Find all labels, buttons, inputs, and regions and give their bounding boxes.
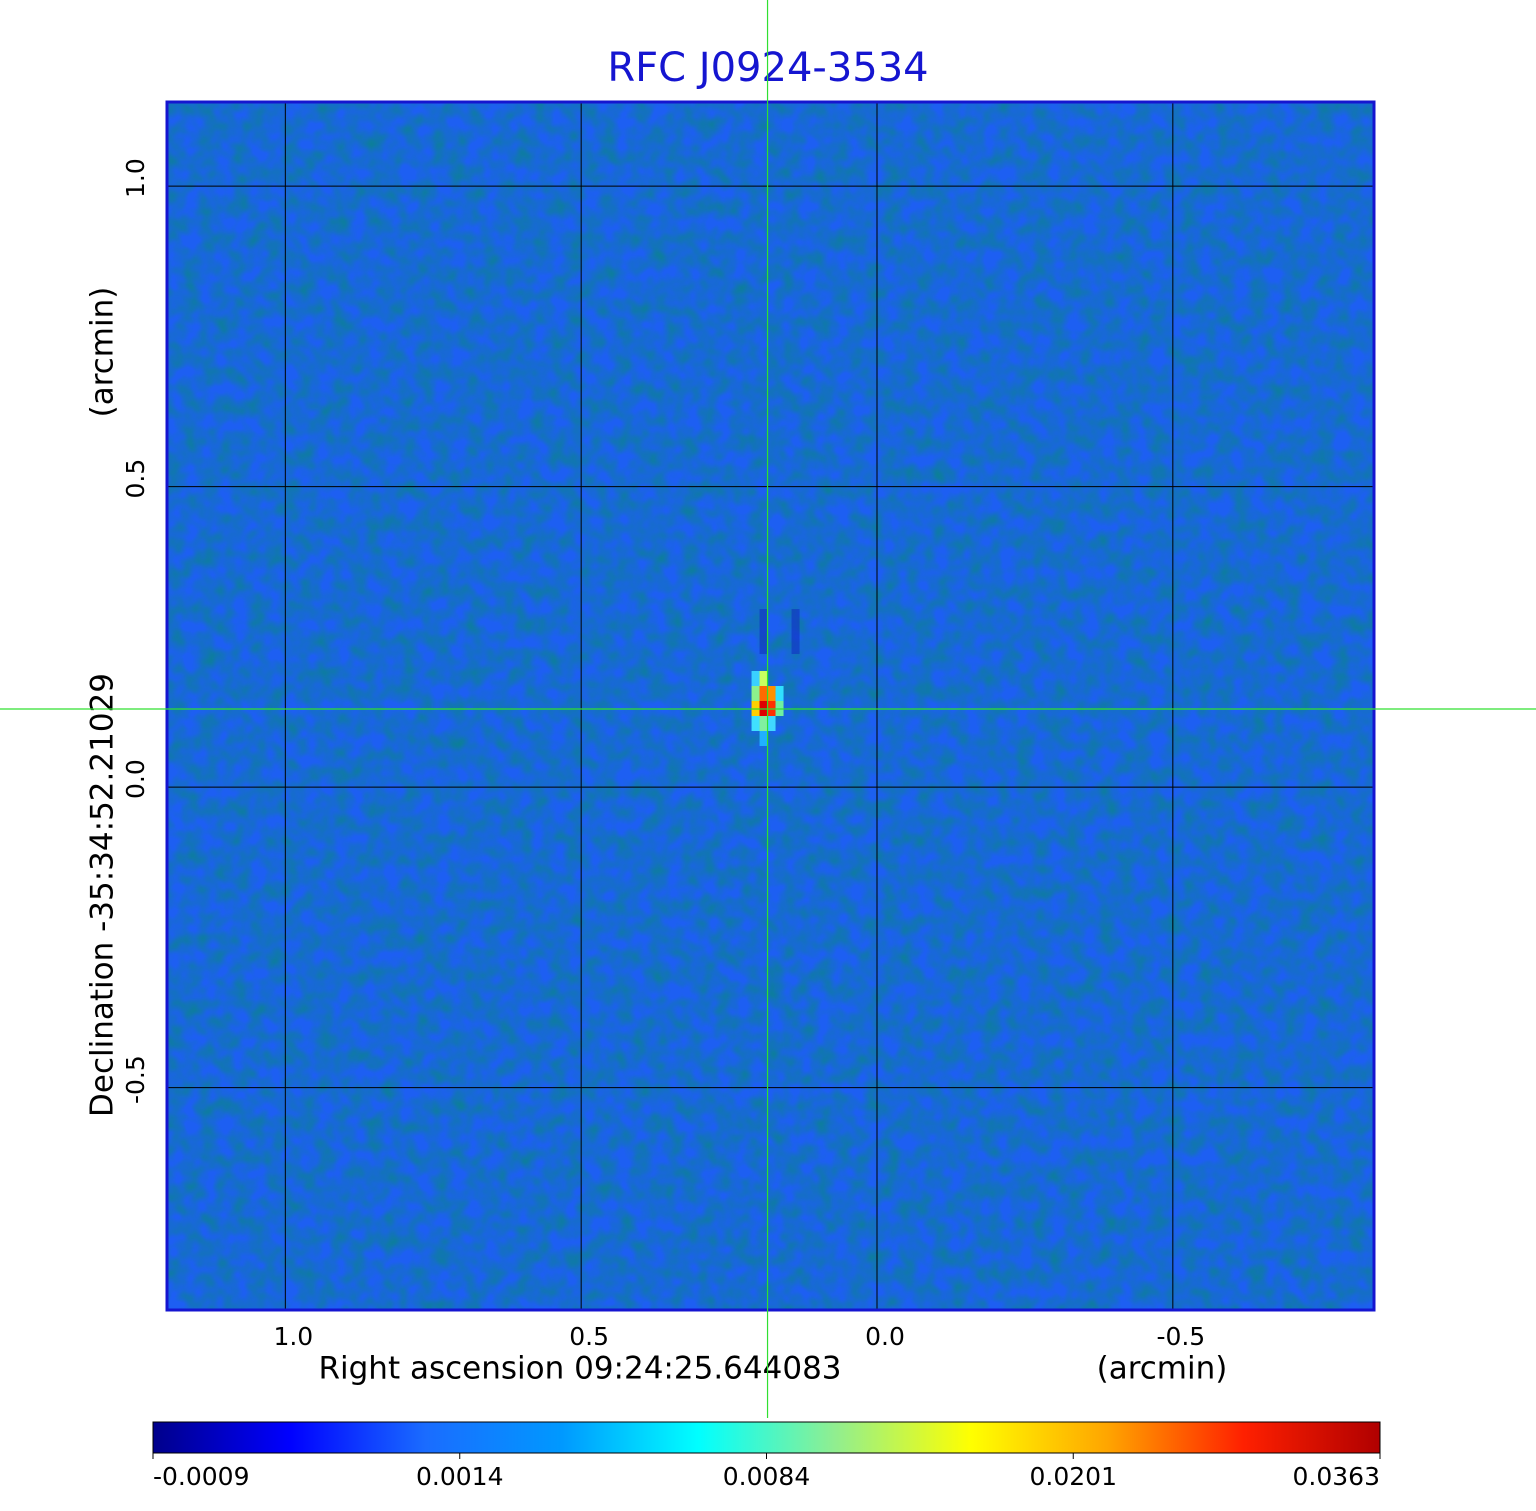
y-tick-label: 1.0	[121, 158, 150, 198]
y-axis-label: Declination -35:34:52.21029	[85, 673, 121, 1117]
x-tick-label: 0.0	[865, 1322, 905, 1351]
source-pixel	[767, 716, 776, 732]
source-pixel	[759, 731, 768, 747]
colorbar-tick-label: -0.0009	[153, 1462, 250, 1491]
y-tick-label: -0.5	[121, 1055, 150, 1104]
colorbar-tick-label: 0.0014	[416, 1462, 503, 1491]
source-pixel	[759, 686, 768, 702]
y-axis-unit: (arcmin)	[85, 287, 121, 418]
source-pixel	[751, 716, 760, 732]
x-axis-label: Right ascension 09:24:25.644083	[318, 1351, 841, 1387]
source-pixel	[767, 686, 776, 702]
y-tick-label: 0.5	[121, 459, 150, 499]
source-pixel	[751, 686, 760, 702]
x-axis-unit: (arcmin)	[1097, 1351, 1228, 1387]
colorbar	[152, 1421, 1381, 1454]
source-pixel	[751, 671, 760, 687]
y-tick-label: 0.0	[121, 759, 150, 799]
x-tick-label: 1.0	[273, 1322, 313, 1351]
source-dark	[791, 609, 800, 655]
source-pixel	[775, 686, 784, 702]
source-dark	[759, 609, 768, 655]
colorbar-tick-label: 0.0363	[1293, 1462, 1380, 1491]
source-pixel	[759, 671, 768, 687]
source-pixel	[759, 716, 768, 732]
colorbar-tick-label: 0.0084	[723, 1462, 810, 1491]
x-tick-label: -0.5	[1156, 1322, 1205, 1351]
plot-frame	[165, 100, 1376, 1312]
colorbar-tick-label: 0.0201	[1030, 1462, 1117, 1491]
x-tick-label: 0.5	[569, 1322, 609, 1351]
